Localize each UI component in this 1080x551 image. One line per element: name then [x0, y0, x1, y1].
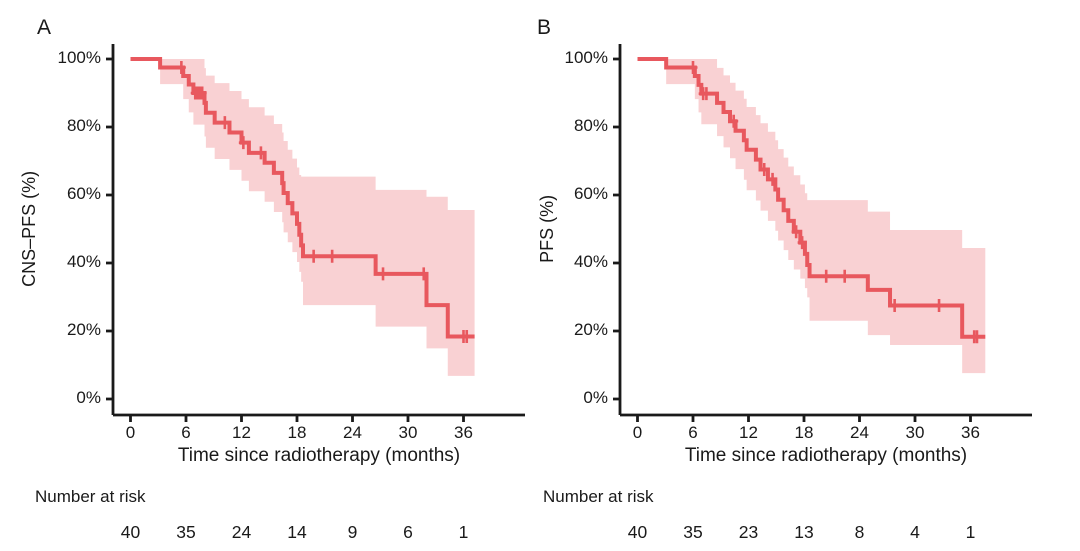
y-tick-label-b: 40%	[573, 252, 608, 271]
panel-letter-b: B	[537, 16, 552, 39]
risk-count-a: 6	[403, 522, 413, 542]
y-tick-label-a: 20%	[66, 320, 101, 339]
x-axis-title-b: Time since radiotherapy (months)	[684, 445, 968, 466]
y-tick-label-b: 60%	[573, 184, 608, 203]
x-tick-label-a: 6	[181, 423, 191, 442]
x-tick-label-b: 24	[850, 423, 869, 442]
axis-ticks-a	[106, 57, 465, 422]
number-at-risk-label-a: Number at risk	[35, 487, 146, 506]
risk-count-a: 35	[176, 522, 196, 542]
x-tick-label-a: 12	[232, 423, 251, 442]
risk-count-a: 14	[287, 522, 307, 542]
x-tick-label-a: 0	[125, 423, 136, 442]
y-tick-label-a: 80%	[66, 116, 101, 135]
axis-ticks-b	[613, 57, 972, 422]
x-tick-label-a: 24	[343, 423, 362, 442]
risk-count-b: 35	[683, 522, 703, 542]
y-tick-label-b: 100%	[564, 48, 608, 67]
risk-count-a: 24	[231, 522, 252, 542]
x-tick-label-b: 6	[688, 423, 698, 442]
x-tick-label-a: 18	[287, 423, 307, 442]
panel-letter-a: A	[37, 16, 52, 39]
censor-marks-a	[176, 61, 472, 343]
survival-curve-a	[130, 57, 475, 339]
axes-b	[618, 44, 1032, 417]
y-tick-label-b: 20%	[573, 320, 608, 339]
x-tick-label-a: 36	[454, 423, 473, 442]
y-tick-label-a: 60%	[66, 184, 101, 203]
x-tick-label-b: 36	[961, 423, 980, 442]
x-tick-label-b: 0	[632, 423, 643, 442]
risk-count-b: 1	[965, 522, 976, 542]
x-axis-title-a: Time since radiotherapy (months)	[177, 445, 461, 466]
y-tick-label-a: 100%	[57, 48, 101, 67]
x-tick-label-b: 12	[739, 423, 758, 442]
y-tick-label-a: 0%	[76, 388, 101, 407]
risk-count-a: 40	[120, 522, 141, 542]
confidence-band-a	[160, 59, 475, 376]
y-tick-label-a: 40%	[66, 252, 101, 271]
risk-count-a: 1	[458, 522, 469, 542]
risk-count-b: 40	[627, 522, 648, 542]
risk-count-a: 9	[347, 522, 358, 542]
axes-a	[111, 44, 525, 417]
x-tick-label-b: 18	[794, 423, 814, 442]
censor-marks-b	[688, 61, 982, 344]
confidence-band-b	[666, 59, 986, 374]
y-tick-label-b: 80%	[573, 116, 608, 135]
risk-count-b: 8	[854, 522, 865, 542]
risk-count-b: 13	[794, 522, 814, 542]
number-at-risk-label-b: Number at risk	[543, 487, 654, 506]
risk-count-b: 4	[910, 522, 920, 542]
y-axis-title-a: CNS–PFS (%)	[19, 170, 40, 287]
risk-count-b: 23	[738, 522, 759, 542]
y-axis-title-b: PFS (%)	[537, 194, 558, 263]
x-tick-label-a: 30	[398, 423, 418, 442]
x-tick-label-b: 30	[905, 423, 925, 442]
y-tick-label-b: 0%	[583, 388, 608, 407]
